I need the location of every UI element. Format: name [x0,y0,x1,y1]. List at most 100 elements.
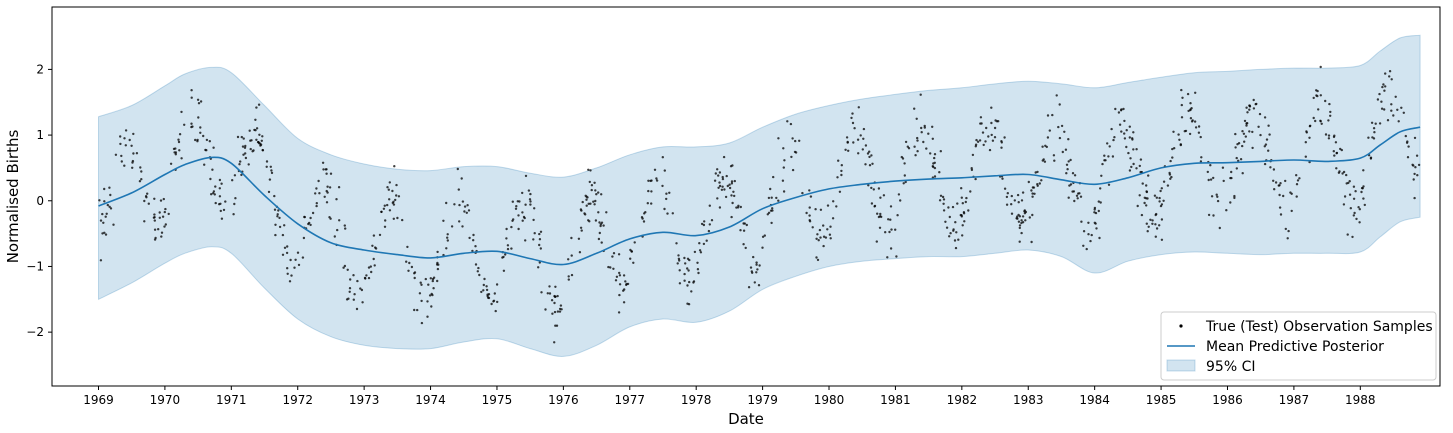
observation-point [702,242,706,246]
observation-point [836,176,839,179]
observation-point [373,264,376,267]
observation-point [378,233,382,237]
observation-point [1123,119,1126,123]
observation-point [1245,124,1248,127]
observation-point [197,102,201,105]
observation-point [677,254,680,257]
observation-point [1242,132,1246,135]
observation-point [1123,132,1126,135]
observation-point [733,179,736,183]
observation-point [234,197,237,200]
observation-point [1040,179,1043,182]
observation-point [1067,138,1070,141]
observation-point [786,120,789,123]
observation-point [698,242,701,245]
observation-point [286,267,289,270]
observation-point [283,246,287,249]
observation-point [105,212,108,215]
observation-point [726,184,729,188]
observation-point [578,251,582,254]
observation-point [1417,163,1421,167]
observation-point [808,220,812,223]
observation-point [1036,184,1039,187]
observation-point [1154,235,1158,238]
x-tick-label: 1976 [548,393,579,407]
observation-point [1354,190,1357,193]
observation-point [1405,141,1409,144]
observation-point [472,233,475,237]
observation-point [218,203,221,206]
observation-point [851,121,855,125]
observation-point [527,189,531,192]
observation-point [1129,157,1132,160]
y-tick-label: 1 [36,128,44,142]
observation-point [933,153,937,156]
observation-point [482,289,485,292]
observation-point [597,211,600,214]
observation-point [1162,180,1166,183]
observation-point [826,204,830,207]
observation-point [1188,132,1192,136]
observation-point [1145,184,1148,187]
observation-point [1329,114,1332,118]
observation-point [599,223,603,226]
observation-point [850,116,853,120]
observation-point [178,149,181,152]
observation-point [1413,136,1417,140]
x-tick-label: 1979 [747,393,778,407]
observation-point [384,219,387,222]
observation-point [1018,224,1022,227]
observation-point [442,219,445,222]
observation-point [124,129,128,132]
observation-point [735,206,738,209]
observation-point [431,277,435,281]
observation-point [1370,121,1374,125]
observation-point [1132,148,1135,151]
observation-point [809,195,813,198]
x-tick-label: 1980 [814,393,845,407]
observation-point [231,179,234,182]
observation-point [196,140,199,143]
observation-point [288,280,292,283]
observation-point [597,191,600,194]
observation-point [793,150,797,154]
observation-point [1346,233,1349,236]
observation-point [890,228,893,231]
observation-point [395,194,398,197]
observation-point [1021,215,1025,218]
observation-point [862,127,866,131]
observation-point [163,210,166,214]
observation-point [132,132,135,136]
observation-point [920,126,923,130]
observation-point [630,250,633,253]
observation-point [1257,125,1260,128]
observation-point [1352,214,1356,217]
observation-point [1329,110,1332,114]
observation-point [722,155,726,159]
observation-point [372,234,376,237]
observation-point [108,205,111,208]
observation-point [1230,176,1233,180]
observation-point [594,189,597,192]
observation-point [1145,204,1148,207]
observation-point [1000,146,1003,149]
observation-point [512,218,515,221]
observation-point [471,249,474,253]
observation-point [456,167,459,171]
observation-point [1304,155,1308,158]
observation-point [856,138,860,141]
observation-point [474,245,477,248]
observation-point [1132,131,1135,134]
observation-point [1305,131,1309,134]
observation-point [1020,219,1023,222]
observation-point [370,270,373,274]
observation-point [655,177,658,180]
observation-point [1274,181,1278,184]
observation-point [761,246,764,249]
observation-point [1199,160,1203,163]
observation-point [517,227,520,231]
observation-point [1135,167,1138,170]
observation-point [588,220,591,223]
observation-point [594,219,598,222]
observation-point [1367,136,1370,139]
